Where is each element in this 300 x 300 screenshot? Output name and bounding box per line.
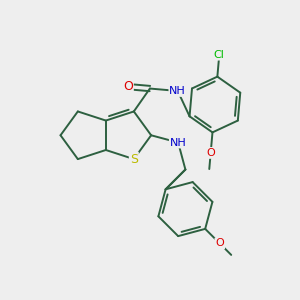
- Text: NH: NH: [169, 86, 186, 96]
- Text: S: S: [130, 153, 138, 166]
- Text: O: O: [206, 148, 215, 158]
- Text: O: O: [215, 238, 224, 248]
- Text: NH: NH: [170, 137, 187, 148]
- Text: Cl: Cl: [214, 50, 225, 60]
- Text: O: O: [123, 80, 133, 93]
